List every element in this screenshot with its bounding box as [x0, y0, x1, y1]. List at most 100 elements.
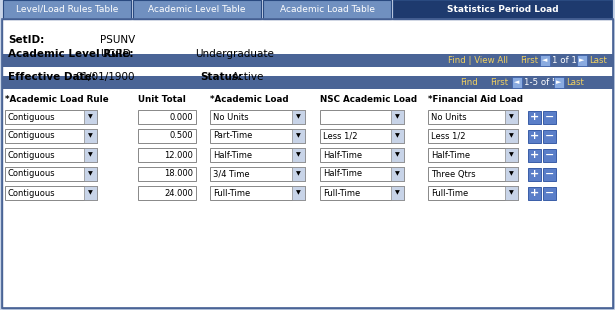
- Text: Last: Last: [589, 56, 607, 65]
- Text: SetID:: SetID:: [8, 35, 44, 45]
- Text: ▼: ▼: [88, 171, 93, 176]
- Text: −: −: [545, 112, 554, 122]
- Text: 1-5 of 5: 1-5 of 5: [524, 78, 558, 87]
- Bar: [320, 148, 404, 162]
- Bar: [5, 167, 97, 181]
- Text: ▼: ▼: [296, 171, 301, 176]
- Bar: [505, 110, 518, 124]
- Bar: [2, 76, 613, 89]
- Bar: [2, 54, 613, 67]
- Bar: [543, 168, 556, 181]
- Bar: [543, 111, 556, 124]
- Bar: [210, 129, 305, 143]
- Bar: [84, 129, 97, 143]
- Text: Full-Time: Full-Time: [213, 188, 250, 197]
- Text: ▼: ▼: [88, 114, 93, 119]
- Text: ►: ►: [579, 57, 585, 64]
- Text: ▼: ▼: [395, 153, 400, 157]
- Text: Contiguous: Contiguous: [8, 188, 55, 197]
- Bar: [210, 110, 305, 124]
- Bar: [5, 110, 97, 124]
- Bar: [528, 187, 541, 200]
- Bar: [292, 110, 305, 124]
- Bar: [393, 0, 612, 19]
- Text: Level/Load Rules Table: Level/Load Rules Table: [16, 5, 118, 14]
- Bar: [84, 110, 97, 124]
- Text: Academic Level Rule:: Academic Level Rule:: [8, 49, 133, 59]
- Text: −: −: [545, 131, 554, 141]
- Text: ▼: ▼: [509, 171, 514, 176]
- Bar: [292, 129, 305, 143]
- Text: Contiguous: Contiguous: [8, 113, 55, 122]
- Bar: [3, 0, 131, 19]
- Text: +: +: [530, 112, 539, 122]
- Text: Statistics Period Load: Statistics Period Load: [446, 5, 558, 14]
- Bar: [577, 55, 587, 66]
- Bar: [505, 148, 518, 162]
- Bar: [428, 110, 518, 124]
- Text: 24.000: 24.000: [164, 188, 193, 197]
- Text: Full-Time: Full-Time: [323, 188, 360, 197]
- Bar: [320, 129, 404, 143]
- Text: ◄: ◄: [542, 57, 548, 64]
- Text: Half-Time: Half-Time: [431, 150, 470, 160]
- Text: 0.500: 0.500: [169, 131, 193, 140]
- Text: ▼: ▼: [395, 134, 400, 139]
- Text: Last: Last: [566, 78, 584, 87]
- Bar: [5, 186, 97, 200]
- Bar: [428, 167, 518, 181]
- Text: ▼: ▼: [88, 134, 93, 139]
- Text: *Financial Aid Load: *Financial Aid Load: [428, 95, 523, 104]
- Text: Half-Time: Half-Time: [213, 150, 252, 160]
- Text: −: −: [545, 150, 554, 160]
- Bar: [505, 167, 518, 181]
- Bar: [210, 148, 305, 162]
- Bar: [138, 148, 196, 162]
- Bar: [133, 0, 261, 19]
- Bar: [554, 77, 564, 88]
- Bar: [84, 167, 97, 181]
- Bar: [263, 0, 391, 19]
- Bar: [84, 186, 97, 200]
- Bar: [84, 148, 97, 162]
- Bar: [5, 148, 97, 162]
- Bar: [138, 186, 196, 200]
- Text: NSC Academic Load: NSC Academic Load: [320, 95, 417, 104]
- Text: +: +: [530, 188, 539, 198]
- Text: Academic Level Table: Academic Level Table: [148, 5, 246, 14]
- Text: ▼: ▼: [395, 191, 400, 196]
- Text: 3/4 Time: 3/4 Time: [213, 170, 250, 179]
- Bar: [512, 77, 522, 88]
- Text: ▼: ▼: [296, 134, 301, 139]
- Text: ▼: ▼: [88, 191, 93, 196]
- Text: *Academic Load: *Academic Load: [210, 95, 288, 104]
- Text: +: +: [530, 169, 539, 179]
- Text: Contiguous: Contiguous: [8, 131, 55, 140]
- Bar: [210, 167, 305, 181]
- Text: Status:: Status:: [200, 72, 242, 82]
- Text: −: −: [545, 188, 554, 198]
- Bar: [543, 187, 556, 200]
- Bar: [540, 55, 550, 66]
- Bar: [528, 168, 541, 181]
- Text: ▼: ▼: [395, 114, 400, 119]
- Bar: [320, 167, 404, 181]
- Bar: [543, 130, 556, 143]
- Text: PSUNV: PSUNV: [100, 35, 135, 45]
- Text: ▼: ▼: [296, 153, 301, 157]
- Bar: [292, 148, 305, 162]
- Text: No Units: No Units: [431, 113, 467, 122]
- Text: Find: Find: [460, 78, 478, 87]
- Text: Academic Load Table: Academic Load Table: [279, 5, 375, 14]
- Bar: [210, 186, 305, 200]
- Text: −: −: [545, 169, 554, 179]
- Text: Half-Time: Half-Time: [323, 150, 362, 160]
- Bar: [505, 129, 518, 143]
- Text: Undergraduate: Undergraduate: [195, 49, 274, 59]
- Text: Full-Time: Full-Time: [431, 188, 468, 197]
- Text: Three Qtrs: Three Qtrs: [431, 170, 475, 179]
- Text: ▼: ▼: [509, 153, 514, 157]
- Text: 12.000: 12.000: [164, 150, 193, 160]
- Bar: [391, 110, 404, 124]
- Text: ▼: ▼: [509, 134, 514, 139]
